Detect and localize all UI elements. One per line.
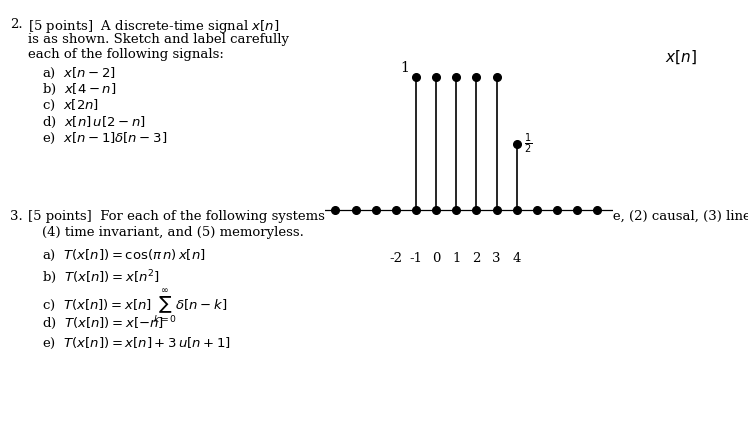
Text: a)  $x[n-2]$: a) $x[n-2]$ — [42, 66, 116, 81]
Text: each of the following signals:: each of the following signals: — [28, 48, 224, 61]
Text: c)  $x[2n]$: c) $x[2n]$ — [42, 98, 99, 113]
Text: d)  $x[n]\,u[2-n]$: d) $x[n]\,u[2-n]$ — [42, 115, 146, 130]
Text: [5 points]  For each of the following systems, determine whether the system is (: [5 points] For each of the following sys… — [28, 210, 748, 223]
Text: 1: 1 — [400, 61, 409, 75]
Text: $x[n]$: $x[n]$ — [665, 49, 696, 66]
Text: is as shown. Sketch and label carefully: is as shown. Sketch and label carefully — [28, 33, 289, 46]
Text: 2.: 2. — [10, 18, 22, 31]
Text: e)  $T(x[n]) = x[n] + 3\,u[n+1]$: e) $T(x[n]) = x[n] + 3\,u[n+1]$ — [42, 336, 231, 351]
Text: c)  $T(x[n]) = x[n]\,\sum_{k=0}^{\infty}\delta[n-k]$: c) $T(x[n]) = x[n]\,\sum_{k=0}^{\infty}\… — [42, 288, 227, 326]
Text: 3.: 3. — [10, 210, 22, 223]
Text: a)  $T(x[n]) = \cos(\pi\,n)\,x[n]$: a) $T(x[n]) = \cos(\pi\,n)\,x[n]$ — [42, 248, 206, 263]
Text: $\frac{1}{2}$: $\frac{1}{2}$ — [524, 132, 532, 156]
Text: [5 points]  A discrete-time signal $x[n]$: [5 points] A discrete-time signal $x[n]$ — [28, 18, 280, 35]
Text: b)  $x[4-n]$: b) $x[4-n]$ — [42, 82, 116, 97]
Text: (4) time invariant, and (5) memoryless.: (4) time invariant, and (5) memoryless. — [42, 226, 304, 239]
Text: d)  $T(x[n]) = x[-n]$: d) $T(x[n]) = x[-n]$ — [42, 316, 164, 331]
Text: b)  $T(x[n]) = x[n^2]$: b) $T(x[n]) = x[n^2]$ — [42, 268, 160, 286]
Text: e)  $x[n-1]\delta[n-3]$: e) $x[n-1]\delta[n-3]$ — [42, 131, 168, 146]
